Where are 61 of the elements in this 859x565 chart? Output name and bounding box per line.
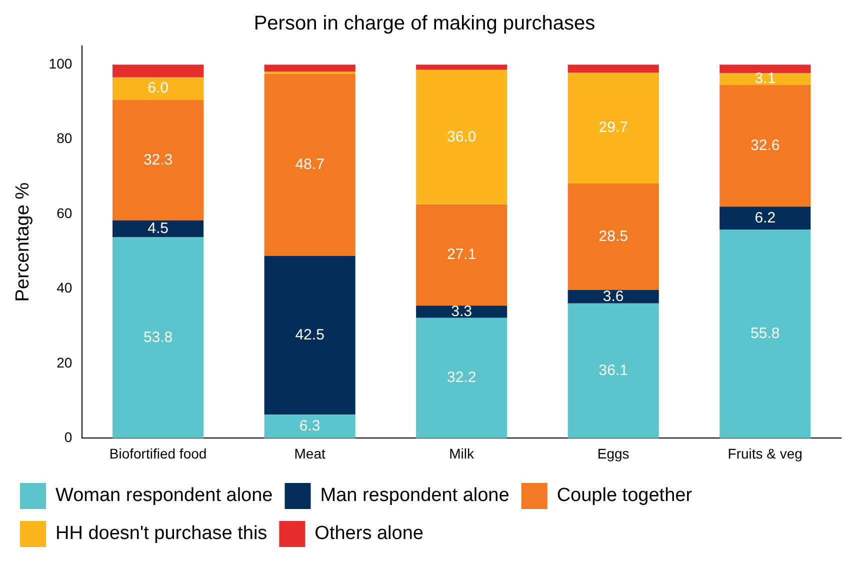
data-label: 42.5 — [295, 326, 324, 344]
y-tick-label: 40 — [56, 280, 72, 296]
legend-label: Man respondent alone — [320, 485, 510, 506]
data-label: 36.0 — [446, 128, 476, 146]
data-label: 6.0 — [148, 80, 168, 97]
y-tick-label: 0 — [64, 429, 72, 446]
legend-label: Woman respondent alone — [56, 485, 273, 506]
bar — [720, 64, 811, 74]
bar — [112, 220, 204, 238]
data-label: 48.7 — [295, 156, 324, 174]
data-label: 55.8 — [750, 325, 780, 342]
data-label: 6.2 — [754, 209, 776, 226]
x-tick-label: Meat — [294, 445, 326, 462]
data-label: 28.5 — [598, 228, 628, 245]
bar — [112, 100, 204, 220]
y-tick-label: 100 — [48, 56, 72, 72]
bar — [416, 306, 508, 318]
y-tick-label: 60 — [56, 204, 72, 221]
bar — [568, 290, 659, 304]
bar — [416, 204, 508, 306]
bar — [720, 206, 811, 230]
y-tick-label: 80 — [56, 130, 72, 146]
bar — [264, 256, 356, 415]
bar — [568, 303, 659, 438]
data-label: 29.7 — [598, 119, 628, 136]
bar — [416, 64, 508, 70]
bar — [720, 230, 811, 438]
data-label: 6.3 — [299, 418, 320, 435]
data-label: 32.2 — [446, 369, 476, 386]
data-label: 36.1 — [598, 362, 628, 379]
data-label: 27.1 — [446, 246, 476, 264]
bar — [264, 414, 356, 438]
data-label: 3.6 — [602, 288, 624, 305]
bar — [720, 84, 811, 207]
bar — [568, 72, 659, 184]
y-axis-title: Percentage % — [12, 182, 34, 302]
bar — [112, 77, 204, 100]
legend-label: Others alone — [314, 523, 424, 544]
legend-label: Couple together — [556, 485, 693, 506]
data-label: 32.3 — [143, 151, 173, 168]
y-tick-label: 20 — [56, 354, 72, 370]
x-tick-label: Fruits & veg — [728, 445, 802, 462]
bar — [720, 73, 811, 85]
bar — [568, 64, 659, 73]
legend-label: HH doesn't purchase this — [56, 523, 268, 544]
x-tick-label: Biofortified food — [109, 445, 207, 462]
bar — [416, 318, 508, 438]
data-label: 4.5 — [148, 220, 168, 237]
x-tick-label: Eggs — [597, 445, 630, 462]
bar — [112, 237, 204, 438]
data-label: 32.6 — [750, 136, 780, 154]
bar — [112, 64, 204, 78]
chart-title: Person in charge of making purchases — [254, 12, 596, 35]
data-label: 53.8 — [143, 328, 173, 346]
bar — [416, 70, 508, 204]
bar — [568, 183, 659, 290]
bar — [264, 74, 356, 256]
x-tick-label: Milk — [449, 445, 476, 462]
data-label: 3.1 — [754, 70, 776, 88]
bar — [264, 64, 356, 72]
data-label: 3.3 — [451, 302, 472, 320]
